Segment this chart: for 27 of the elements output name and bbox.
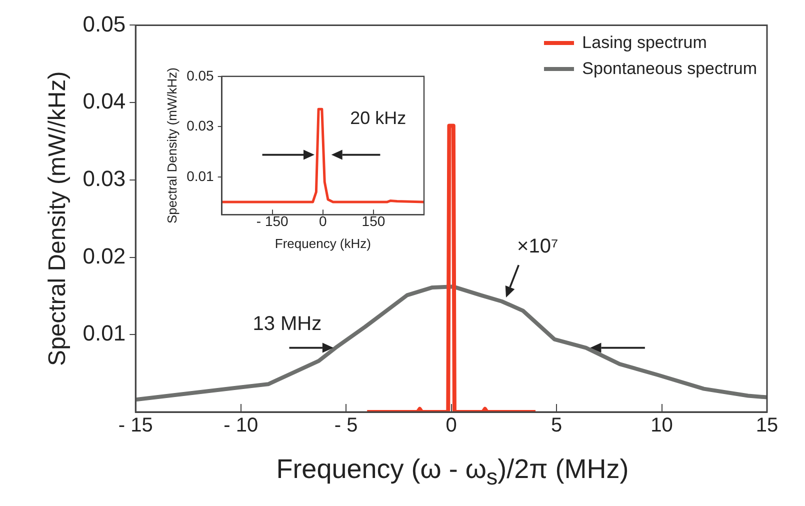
- y-tick-label: 0.04: [82, 88, 126, 114]
- x-tick-label: - 150: [256, 212, 289, 229]
- y-tick-label: 0.03: [82, 166, 126, 191]
- x-tick-label: - 15: [118, 414, 153, 437]
- annotation: 13 MHz: [252, 313, 322, 336]
- y-tick-label: 0.02: [82, 243, 126, 268]
- annotation: 20 kHz: [350, 108, 406, 128]
- x-axis-title: Frequency (kHz): [274, 236, 371, 251]
- y-tick-label: 0.01: [186, 168, 214, 184]
- legend-label: Spontaneous spectrum: [582, 58, 757, 80]
- x-axis-title: Frequency (ω - ω$_{s}$)/2π (MHz): [275, 454, 630, 490]
- x-tick-label: 15: [756, 414, 778, 437]
- annotation: ×10⁷: [517, 236, 558, 258]
- y-tick-label: 0.01: [82, 320, 126, 346]
- x-tick-label: 150: [362, 212, 386, 229]
- x-tick-label: 0: [446, 414, 457, 437]
- y-tick-label: 0.05: [186, 67, 214, 84]
- x-tick-label: 10: [650, 414, 673, 437]
- x-tick-label: - 5: [334, 414, 358, 437]
- x-tick-label: 5: [550, 414, 562, 437]
- y-tick-label: 0.03: [186, 118, 214, 134]
- y-axis-title: Spectral Density (mW/kHz): [164, 67, 180, 224]
- x-tick-label: 0: [319, 212, 328, 229]
- legend-label: Lasing spectrum: [582, 32, 707, 54]
- y-tick-label: 0.05: [82, 11, 126, 36]
- y-axis-title: Spectral Density (mW//kHz): [44, 71, 72, 366]
- x-tick-label: - 10: [224, 414, 258, 437]
